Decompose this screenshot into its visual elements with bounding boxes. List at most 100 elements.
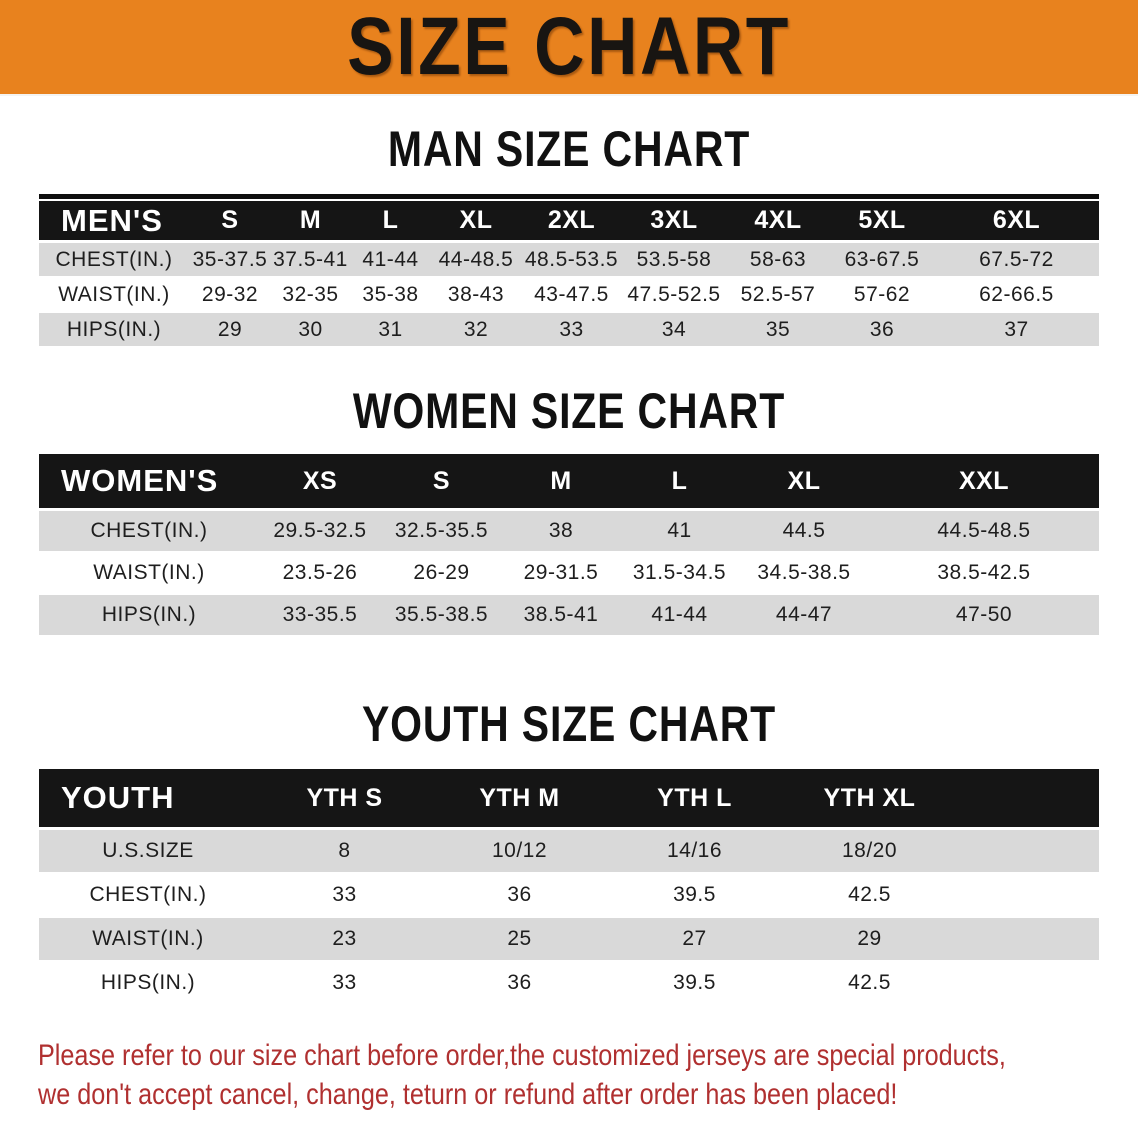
- size-chart-banner-title: SIZE CHART: [347, 1, 791, 92]
- row-label: HIPS(IN.): [39, 313, 189, 348]
- table-row: WAIST(IN.) 29-32 32-35 35-38 38-43 43-47…: [39, 278, 1099, 313]
- size-cell: 29-31.5: [502, 553, 620, 595]
- size-cell: 10/12: [432, 830, 607, 874]
- size-cell: 48.5-53.5: [521, 243, 622, 278]
- size-cell: 38: [502, 511, 620, 553]
- size-cell: 37: [934, 313, 1099, 348]
- size-cell: 29.5-32.5: [259, 511, 381, 553]
- size-cell: 63-67.5: [830, 243, 934, 278]
- size-cell: 23.5-26: [259, 553, 381, 595]
- column-header: L: [350, 199, 431, 243]
- size-cell: 34: [622, 313, 726, 348]
- size-cell: 36: [432, 962, 607, 1006]
- man-size-table-wrap: MEN'S S M L XL 2XL 3XL 4XL 5XL 6XL CHEST…: [39, 194, 1099, 348]
- size-cell: 36: [830, 313, 934, 348]
- disclaimer-note: Please refer to our size chart before or…: [0, 1036, 1138, 1114]
- size-cell: 42.5: [782, 962, 957, 1006]
- men-group-header: MEN'S: [39, 199, 189, 243]
- women-size-table-wrap: WOMEN'S XS S M L XL XXL CHEST(IN.) 29.5-…: [39, 454, 1099, 637]
- column-header: YTH XL: [782, 769, 957, 830]
- women-size-chart-title: WOMEN SIZE CHART: [352, 383, 786, 439]
- youth-size-section: YOUTH SIZE CHART YOUTH YTH S YTH M YTH L…: [0, 695, 1138, 1006]
- column-header: YTH S: [257, 769, 432, 830]
- size-cell: 47-50: [869, 595, 1099, 637]
- size-cell: 29: [782, 918, 957, 962]
- column-header: S: [189, 199, 271, 243]
- column-header: M: [271, 199, 350, 243]
- size-cell: 14/16: [607, 830, 782, 874]
- row-label: CHEST(IN.): [39, 874, 257, 918]
- man-header-row: MEN'S S M L XL 2XL 3XL 4XL 5XL 6XL: [39, 199, 1099, 243]
- size-cell: 31.5-34.5: [620, 553, 739, 595]
- man-size-chart-title: MAN SIZE CHART: [387, 121, 751, 177]
- size-cell: 34.5-38.5: [739, 553, 869, 595]
- man-size-section: MAN SIZE CHART MEN'S S M L XL 2XL 3XL 4X…: [0, 120, 1138, 348]
- size-cell: 33: [257, 874, 432, 918]
- women-size-table: WOMEN'S XS S M L XL XXL CHEST(IN.) 29.5-…: [39, 454, 1099, 637]
- column-header: 2XL: [521, 199, 622, 243]
- size-cell: 43-47.5: [521, 278, 622, 313]
- size-chart-banner: SIZE CHART: [0, 0, 1138, 96]
- size-cell: 32: [431, 313, 521, 348]
- size-cell: 8: [257, 830, 432, 874]
- youth-size-table: YOUTH YTH S YTH M YTH L YTH XL U.S.SIZE …: [39, 769, 1099, 1006]
- row-label: WAIST(IN.): [39, 278, 189, 313]
- women-group-header: WOMEN'S: [39, 454, 259, 511]
- table-row: CHEST(IN.) 35-37.5 37.5-41 41-44 44-48.5…: [39, 243, 1099, 278]
- row-label: CHEST(IN.): [39, 243, 189, 278]
- disclaimer-line-2: we don't accept cancel, change, teturn o…: [38, 1078, 898, 1111]
- column-header: L: [620, 454, 739, 511]
- size-cell: 44-47: [739, 595, 869, 637]
- size-cell: 57-62: [830, 278, 934, 313]
- row-label: WAIST(IN.): [39, 918, 257, 962]
- size-cell: 29-32: [189, 278, 271, 313]
- table-row: U.S.SIZE 8 10/12 14/16 18/20: [39, 830, 1099, 874]
- table-row: HIPS(IN.) 29 30 31 32 33 34 35 36 37: [39, 313, 1099, 348]
- size-cell: 67.5-72: [934, 243, 1099, 278]
- youth-header-row: YOUTH YTH S YTH M YTH L YTH XL: [39, 769, 1099, 830]
- row-label: U.S.SIZE: [39, 830, 257, 874]
- spacer-cell: [957, 962, 1099, 1006]
- youth-group-header: YOUTH: [39, 769, 257, 830]
- size-cell: 41-44: [350, 243, 431, 278]
- size-cell: 36: [432, 874, 607, 918]
- size-cell: 18/20: [782, 830, 957, 874]
- size-cell: 38-43: [431, 278, 521, 313]
- size-cell: 62-66.5: [934, 278, 1099, 313]
- size-cell: 47.5-52.5: [622, 278, 726, 313]
- size-cell: 26-29: [381, 553, 502, 595]
- size-cell: 31: [350, 313, 431, 348]
- size-cell: 38.5-41: [502, 595, 620, 637]
- row-label: HIPS(IN.): [39, 962, 257, 1006]
- size-cell: 52.5-57: [726, 278, 830, 313]
- column-header: S: [381, 454, 502, 511]
- size-cell: 33: [257, 962, 432, 1006]
- size-cell: 39.5: [607, 962, 782, 1006]
- size-cell: 35: [726, 313, 830, 348]
- women-size-section: WOMEN SIZE CHART WOMEN'S XS S M L XL XXL: [0, 382, 1138, 637]
- row-label: HIPS(IN.): [39, 595, 259, 637]
- table-row: HIPS(IN.) 33 36 39.5 42.5: [39, 962, 1099, 1006]
- man-size-table: MEN'S S M L XL 2XL 3XL 4XL 5XL 6XL CHEST…: [39, 199, 1099, 348]
- table-row: HIPS(IN.) 33-35.5 35.5-38.5 38.5-41 41-4…: [39, 595, 1099, 637]
- column-header: XL: [739, 454, 869, 511]
- youth-size-chart-title: YOUTH SIZE CHART: [361, 696, 777, 752]
- table-row: WAIST(IN.) 23.5-26 26-29 29-31.5 31.5-34…: [39, 553, 1099, 595]
- size-cell: 32.5-35.5: [381, 511, 502, 553]
- size-cell: 35-37.5: [189, 243, 271, 278]
- size-cell: 44-48.5: [431, 243, 521, 278]
- column-header: YTH L: [607, 769, 782, 830]
- row-label: WAIST(IN.): [39, 553, 259, 595]
- size-cell: 33-35.5: [259, 595, 381, 637]
- spacer-cell: [957, 830, 1099, 874]
- size-cell: 35-38: [350, 278, 431, 313]
- size-cell: 27: [607, 918, 782, 962]
- column-header: 5XL: [830, 199, 934, 243]
- table-row: WAIST(IN.) 23 25 27 29: [39, 918, 1099, 962]
- table-row: CHEST(IN.) 29.5-32.5 32.5-35.5 38 41 44.…: [39, 511, 1099, 553]
- column-header: 4XL: [726, 199, 830, 243]
- column-header: M: [502, 454, 620, 511]
- row-label: CHEST(IN.): [39, 511, 259, 553]
- size-cell: 23: [257, 918, 432, 962]
- size-cell: 29: [189, 313, 271, 348]
